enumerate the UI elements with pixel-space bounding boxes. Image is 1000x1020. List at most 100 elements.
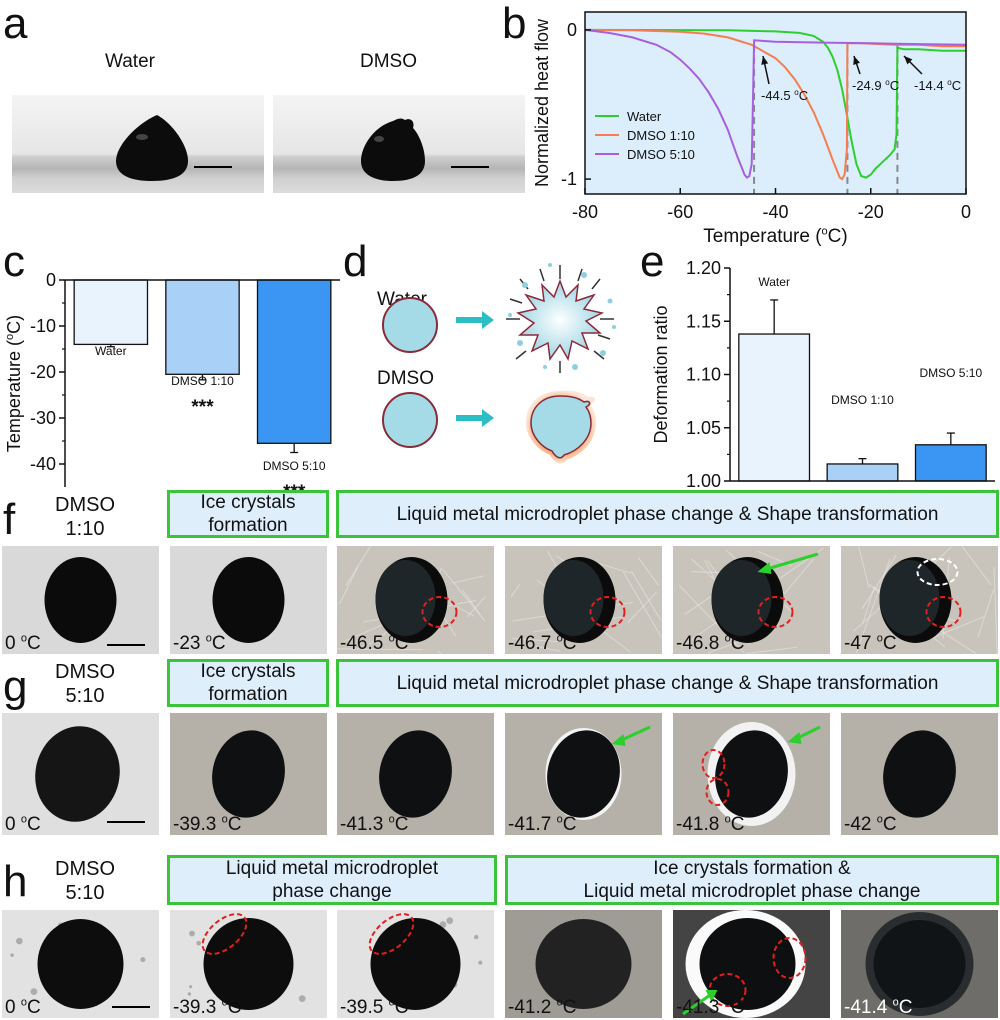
time-temperature-label: -41.3 oC xyxy=(340,813,408,835)
droplet xyxy=(38,919,124,1009)
arrow-icon xyxy=(456,311,494,329)
schematic-diagram xyxy=(370,255,645,485)
micrograph-g-1: 0 oC xyxy=(2,713,159,835)
y-tick-label: 1.20 xyxy=(686,258,721,278)
time-temperature-label: -39.5 oC xyxy=(340,996,408,1018)
y-tick-label: -30 xyxy=(30,408,56,428)
panel-a-label-dmso: DMSO xyxy=(360,52,417,71)
box-line: Ice crystals formation & xyxy=(584,857,921,880)
micrograph-h-2: -39.3 oC xyxy=(170,910,327,1018)
micrograph-f-6: -47 oC xyxy=(841,546,998,654)
micrograph-f-5: -46.8 oC xyxy=(673,546,830,654)
micrograph-g-2: -39.3 oC xyxy=(170,713,327,835)
legend-entry: Water xyxy=(627,109,662,124)
bar-dmso-5-10 xyxy=(916,445,987,481)
time-temperature-label: -41.8 oC xyxy=(676,813,744,835)
y-tick-label: -20 xyxy=(30,362,56,382)
micrograph-g-4: -41.7 oC xyxy=(505,713,662,835)
y-tick-label: -40 xyxy=(30,454,56,474)
stage-box-ice-crystals-f: Ice crystals formation xyxy=(167,490,329,538)
time-temperature-label: -41.4 oC xyxy=(844,996,912,1018)
micrograph-h-3: -39.5 oC xyxy=(337,910,494,1018)
micrograph-h-1: 0 oC xyxy=(2,910,159,1018)
temperature-bar-chart: WaterDMSO 1:10***DMSO 5:10***0-10-20-30-… xyxy=(0,255,345,495)
droplet xyxy=(536,919,632,1009)
row-label-line: DMSO xyxy=(40,493,130,517)
row-label-h: DMSO 5:10 xyxy=(40,857,130,905)
micrograph-f-4: -46.7 oC xyxy=(505,546,662,654)
bar-water xyxy=(74,280,147,344)
micrograph-f-1: 0 oC xyxy=(2,546,159,654)
box-line: formation xyxy=(200,514,295,537)
stage-box-phase-change-h: Liquid metal microdroplet phase change xyxy=(167,855,497,905)
category-label: DMSO 1:10 xyxy=(171,374,234,388)
box-line: phase change xyxy=(226,880,438,903)
annotation-label: -44.5 oC xyxy=(761,88,808,103)
y-axis-label: Normalized heat flow xyxy=(532,18,552,187)
time-temperature-label: -39.3 oC xyxy=(173,813,241,835)
scale-bar xyxy=(107,821,145,823)
row-label-line: DMSO xyxy=(40,660,130,684)
x-tick-label: -40 xyxy=(762,202,788,222)
heat-flow-chart: -80 -60 -40 -20 00-1Temperature (oC)Normaliz… xyxy=(528,0,996,250)
annotation-label: -14.4 oC xyxy=(914,78,961,93)
category-label: DMSO 1:10 xyxy=(831,393,894,407)
time-temperature-label: -47 oC xyxy=(844,632,897,654)
category-label: Water xyxy=(95,344,127,358)
time-temperature-label: -41.2 oC xyxy=(508,996,576,1018)
time-temperature-label: -41.3 oC xyxy=(676,996,744,1018)
bar-dmso-1-10 xyxy=(166,280,239,374)
time-temperature-label: -42 oC xyxy=(844,813,897,835)
panel-letter-f: f xyxy=(3,498,15,542)
box-line: Ice crystals xyxy=(200,660,295,683)
micrograph-g-5: -41.8 oC xyxy=(673,713,830,835)
droplet-photo-water xyxy=(12,95,264,193)
micrograph-f-2: -23 oC xyxy=(170,546,327,654)
micrograph-f-3: -46.5 oC xyxy=(337,546,494,654)
y-tick-label: 1.10 xyxy=(686,365,721,385)
category-label: Water xyxy=(758,275,790,289)
stage-box-phase-change-g: Liquid metal microdroplet phase change &… xyxy=(336,659,999,707)
y-tick-label: 1.05 xyxy=(686,418,721,438)
arrow-icon xyxy=(456,409,494,427)
row-label-line: DMSO xyxy=(40,857,130,881)
stage-box-ice-crystals-g: Ice crystals formation xyxy=(167,659,329,707)
panel-letter-b: b xyxy=(502,2,526,46)
box-line: formation xyxy=(200,683,295,706)
scale-bar xyxy=(107,644,145,646)
time-temperature-label: -41.7 oC xyxy=(508,813,576,835)
y-tick-label: -1 xyxy=(561,169,577,189)
micrograph-h-6: -41.4 oC xyxy=(841,910,998,1018)
droplet-circle-dmso xyxy=(383,393,437,447)
micrograph-g-3: -41.3 oC xyxy=(337,713,494,835)
droplet-circle-water xyxy=(383,298,437,352)
y-tick-label: 1.00 xyxy=(686,471,721,491)
panel-letter-a: a xyxy=(3,2,27,46)
time-temperature-label: -23 oC xyxy=(173,632,226,654)
category-label: DMSO 5:10 xyxy=(919,366,982,380)
panel-letter-g: g xyxy=(3,665,27,709)
stage-box-ice-and-phase-change-h: Ice crystals formation & Liquid metal mic… xyxy=(505,855,999,905)
y-tick-label: 0 xyxy=(46,270,56,290)
row-label-f: DMSO 1:10 xyxy=(40,493,130,541)
stage-box-phase-change-f: Liquid metal microdroplet phase change &… xyxy=(336,490,999,538)
bar-dmso-5-10 xyxy=(258,280,331,443)
x-tick-label: -80 xyxy=(572,202,598,222)
micrograph-g-6: -42 oC xyxy=(841,713,998,835)
box-line: Liquid metal microdroplet phase change xyxy=(584,880,921,903)
droplet-photo-dmso xyxy=(273,95,525,193)
category-label: DMSO 5:10 xyxy=(263,459,326,473)
box-line: Liquid metal microdroplet xyxy=(226,857,438,880)
panel-letter-h: h xyxy=(3,860,27,904)
plot-background xyxy=(585,12,966,194)
bar-water xyxy=(739,334,810,481)
row-label-g: DMSO 5:10 xyxy=(40,660,130,708)
y-tick-label: -10 xyxy=(30,316,56,336)
x-tick-label: -60 xyxy=(667,202,693,222)
y-axis-label: Deformation ratio xyxy=(651,305,671,443)
deformation-bar-chart: Water DMSO 1:10 DMSO 5:10 1.00 1.05 1.10 1.15 1… xyxy=(645,255,1000,495)
time-temperature-label: -46.5 oC xyxy=(340,632,408,654)
deformed-droplet-icon xyxy=(526,391,596,464)
y-axis-label: Temperature (oC) xyxy=(4,315,24,452)
x-axis-label: Temperature (oC) xyxy=(703,225,847,247)
